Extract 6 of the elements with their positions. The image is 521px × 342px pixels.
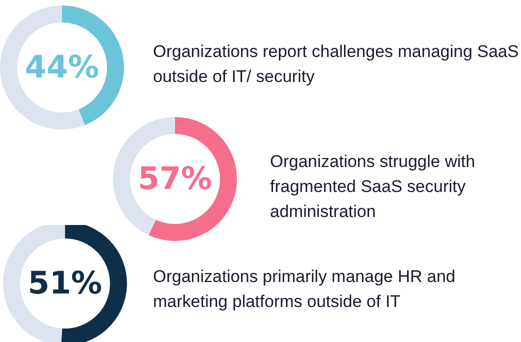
text: Organizations struggle with fragmented SaaS security administration	[270, 152, 480, 221]
text: Organizations report challenges managing SaaS outside of IT/ security	[153, 42, 521, 86]
data-label: 57%	[138, 161, 212, 197]
data-label: 44%	[24, 50, 100, 86]
data-label: 51%	[28, 266, 102, 302]
text: Organizations primarily manage HR and marketing platforms outside of IT	[153, 267, 460, 311]
